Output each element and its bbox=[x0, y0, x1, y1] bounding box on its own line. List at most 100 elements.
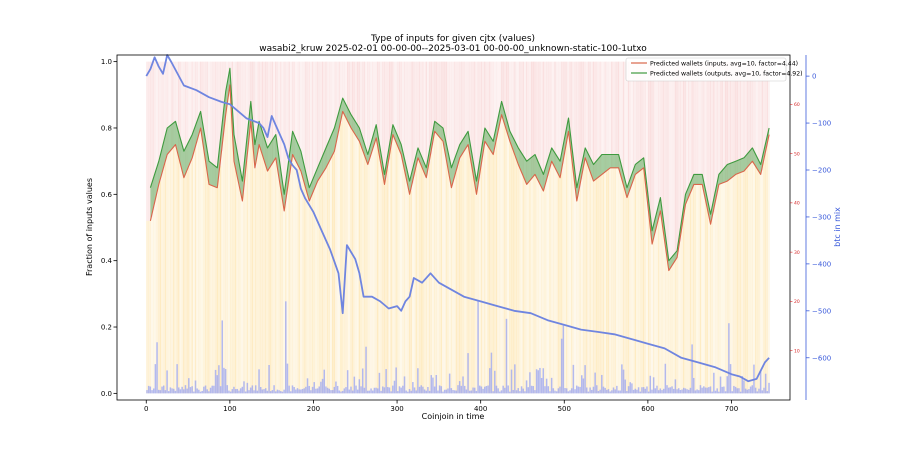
bar-stripe-pink bbox=[622, 61, 625, 183]
bar-stripe-blue bbox=[243, 381, 245, 394]
bar-stripe-blue bbox=[428, 390, 431, 394]
bar-stripe-pink bbox=[173, 61, 175, 148]
bar-stripe-blue bbox=[193, 391, 195, 394]
bar-stripe-blue bbox=[657, 390, 660, 394]
bar-stripe-pink bbox=[596, 61, 598, 180]
bar-stripe-orange bbox=[241, 196, 244, 394]
bar-stripe-pink bbox=[667, 61, 670, 265]
bar-stripe-blue bbox=[744, 388, 747, 394]
bar-stripe-blue bbox=[246, 382, 249, 394]
bar-stripe-pink bbox=[706, 61, 708, 205]
bar-stripe-blue bbox=[259, 387, 262, 394]
bar-stripe-blue bbox=[729, 364, 732, 394]
bar-stripe-orange bbox=[318, 179, 320, 394]
bar-stripe-orange bbox=[698, 184, 700, 394]
bar-stripe-blue bbox=[154, 364, 157, 394]
bar-stripe-pink bbox=[266, 61, 269, 169]
bar-stripe-blue bbox=[706, 387, 708, 394]
bar-stripe-pink bbox=[400, 61, 402, 153]
bar-stripe-pink bbox=[341, 61, 344, 116]
bar-stripe-pink bbox=[570, 61, 573, 153]
bar-stripe-blue bbox=[330, 390, 332, 394]
bar-stripe-orange bbox=[246, 161, 249, 394]
bar-stripe-orange bbox=[515, 157, 518, 394]
bar-stripe-blue bbox=[534, 390, 536, 394]
bar-stripe-blue bbox=[373, 387, 376, 394]
bar-stripe-orange bbox=[208, 178, 210, 394]
bar-stripe-blue bbox=[300, 389, 302, 394]
bar-stripe-orange bbox=[582, 170, 585, 394]
bar-stripe-orange bbox=[264, 163, 267, 394]
bar-stripe-orange bbox=[768, 138, 770, 394]
bar-stripe-blue bbox=[278, 390, 280, 394]
bar-stripe-pink bbox=[283, 61, 285, 206]
bar-stripe-pink bbox=[699, 61, 702, 185]
bar-stripe-pink bbox=[514, 61, 516, 153]
bar-stripe-orange bbox=[719, 184, 722, 394]
bar-stripe-blue bbox=[422, 386, 424, 394]
bar-stripe-blue bbox=[713, 372, 715, 394]
bar-stripe-orange bbox=[295, 159, 297, 394]
bar-stripe-blue bbox=[749, 386, 752, 394]
bar-stripe-blue bbox=[355, 385, 357, 394]
bar-stripe-blue bbox=[499, 391, 501, 394]
bar-stripe-orange bbox=[621, 176, 623, 394]
bar-stripe-orange bbox=[311, 194, 314, 394]
bar-stripe-blue bbox=[689, 387, 692, 394]
bar-stripe-pink bbox=[614, 61, 616, 168]
bar-stripe-blue bbox=[340, 391, 342, 394]
bar-stripe-blue bbox=[759, 371, 762, 394]
bar-stripe-blue bbox=[649, 375, 652, 394]
bar-stripe-blue bbox=[570, 388, 573, 394]
bar-stripe-blue bbox=[475, 390, 478, 394]
bar-stripe-blue bbox=[263, 389, 265, 394]
series-line-btc-in-mix bbox=[145, 54, 770, 383]
bar-stripe-pink bbox=[721, 61, 723, 184]
bar-stripe-pink bbox=[397, 61, 399, 145]
bar-stripe-blue bbox=[383, 387, 386, 394]
bar-stripe-pink bbox=[176, 61, 178, 148]
bar-stripe-pink bbox=[181, 61, 183, 168]
bar-stripe-orange bbox=[699, 184, 702, 394]
bar-stripe-blue bbox=[239, 388, 242, 394]
bar-stripe-orange bbox=[259, 147, 262, 394]
bar-stripe-pink bbox=[340, 61, 342, 124]
bar-stripe-pink bbox=[286, 61, 289, 194]
bar-stripe-orange bbox=[243, 193, 245, 394]
bar-stripe-blue bbox=[280, 391, 282, 394]
bar-stripe-blue bbox=[276, 389, 279, 394]
bar-stripe-blue bbox=[395, 367, 397, 394]
bar-stripe-blue bbox=[378, 372, 381, 394]
bar-stripe-blue bbox=[198, 389, 200, 394]
bar-stripe-blue bbox=[189, 387, 192, 394]
bar-stripe-pink bbox=[213, 61, 215, 187]
bar-stripe-blue bbox=[592, 386, 595, 394]
bar-stripe-blue bbox=[402, 385, 404, 394]
bar-stripe-blue bbox=[495, 385, 498, 394]
bar-stripe-blue bbox=[708, 387, 710, 394]
bar-stripe-blue bbox=[331, 390, 334, 394]
bar-stripe-blue bbox=[661, 390, 663, 394]
bar-stripe-pink bbox=[382, 61, 384, 171]
bar-stripe-blue bbox=[659, 388, 662, 394]
bar-stripe-pink bbox=[377, 61, 379, 143]
bar-stripe-blue bbox=[204, 385, 207, 394]
bar-stripe-pink bbox=[303, 61, 305, 181]
bar-stripe-orange bbox=[447, 164, 449, 394]
bar-stripe-orange bbox=[749, 164, 752, 394]
bar-stripe-blue bbox=[490, 352, 493, 394]
bar-stripe-pink bbox=[677, 61, 680, 253]
bar-stripe-blue bbox=[666, 385, 668, 394]
bar-stripe-blue bbox=[567, 391, 570, 394]
bar-stripe-blue bbox=[370, 388, 372, 394]
bar-stripe-blue bbox=[275, 391, 277, 394]
bar-stripe-blue bbox=[348, 389, 351, 394]
bar-stripe-orange bbox=[741, 172, 744, 394]
bar-stripe-blue bbox=[644, 388, 647, 394]
y-tick-label: 0.4 bbox=[101, 257, 113, 265]
bar-stripe-blue bbox=[580, 375, 583, 394]
bar-stripe-pink bbox=[654, 61, 657, 235]
bar-stripe-pink bbox=[686, 61, 688, 203]
bar-stripe-blue bbox=[614, 389, 616, 394]
bar-stripe-blue bbox=[244, 391, 247, 394]
